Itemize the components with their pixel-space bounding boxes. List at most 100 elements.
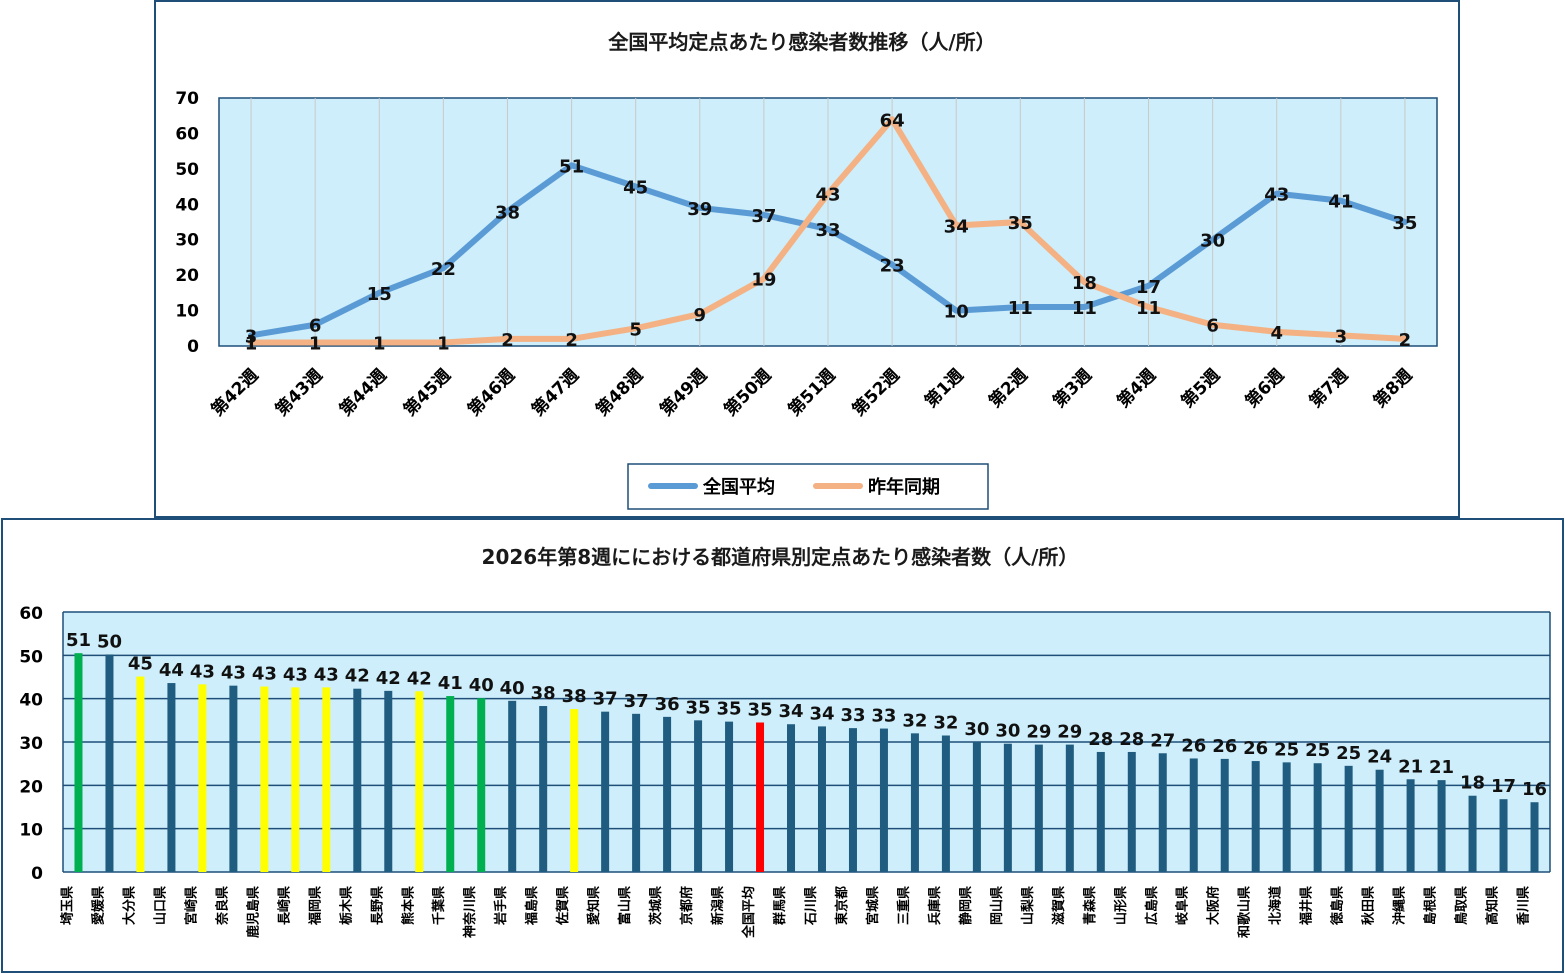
x-tick-label: 埼玉県 <box>59 886 75 925</box>
x-tick-label: 宮城県 <box>865 886 881 925</box>
data-label: 19 <box>751 270 776 291</box>
data-label: 35 <box>686 697 711 718</box>
bar <box>1313 763 1322 872</box>
data-label: 18 <box>1072 273 1097 294</box>
data-label: 35 <box>1392 213 1417 234</box>
y-tick-label: 10 <box>19 821 43 841</box>
bar <box>756 722 765 872</box>
x-tick-label: 第5週 <box>1177 365 1224 412</box>
prefecture-bar-chart: 2026年第8週ににおける都道府県別定点あたり感染者数（人/所） 0 10 20 30… <box>19 545 1551 939</box>
x-tick-label: 第44週 <box>335 365 391 421</box>
x-tick-label: 徳島県 <box>1330 886 1346 926</box>
legend-label: 全国平均 <box>702 476 775 498</box>
bar <box>167 683 176 872</box>
data-label: 33 <box>871 706 896 727</box>
data-label: 2 <box>1399 330 1412 351</box>
data-label: 41 <box>1328 192 1353 213</box>
legend: 全国平均 昨年同期 <box>627 463 989 510</box>
data-label: 1 <box>245 333 258 354</box>
data-label: 41 <box>438 673 463 694</box>
x-tick-label: 兵庫県 <box>927 886 943 925</box>
x-tick-label: 福岡県 <box>307 886 323 926</box>
data-label: 51 <box>559 156 584 177</box>
data-label: 50 <box>97 631 122 652</box>
x-tick-label: 第8週 <box>1369 365 1416 412</box>
bar <box>1468 795 1477 872</box>
data-label: 25 <box>1305 740 1330 761</box>
data-label: 17 <box>1136 277 1161 298</box>
bar <box>477 698 486 872</box>
x-tick-label: 愛媛県 <box>90 886 106 925</box>
x-tick-label: 奈良県 <box>214 886 230 926</box>
data-label: 26 <box>1243 738 1268 759</box>
trend-line-chart: 全国平均定点あたり感染者数推移（人/所） 0 10 20 30 40 50 60 70 第42週… <box>175 30 1438 510</box>
data-label: 10 <box>944 302 969 323</box>
data-label: 27 <box>1150 730 1175 751</box>
data-label: 16 <box>1522 779 1547 800</box>
bar <box>1406 779 1415 872</box>
data-label: 5 <box>629 319 642 340</box>
y-tick-label: 50 <box>19 647 43 667</box>
x-tick-label: 鳥取県 <box>1454 886 1470 925</box>
x-tick-label: 大阪府 <box>1206 886 1222 925</box>
prefecture-chart-title: 2026年第8週ににおける都道府県別定点あたり感染者数（人/所） <box>482 545 1079 569</box>
x-tick-label: 山梨県 <box>1020 886 1036 925</box>
x-tick-label: 新潟県 <box>710 886 726 925</box>
x-tick-label: 静岡県 <box>958 886 974 925</box>
bar <box>508 700 517 872</box>
data-label: 44 <box>159 660 184 681</box>
data-label: 43 <box>815 185 840 206</box>
bar <box>539 706 548 872</box>
data-label: 23 <box>880 256 905 277</box>
x-tick-label: 第4週 <box>1113 365 1160 412</box>
x-tick-label: 第51週 <box>784 365 840 421</box>
x-tick-label: 北海道 <box>1268 886 1284 925</box>
data-label: 39 <box>687 199 712 220</box>
bar <box>663 716 672 872</box>
y-tick-label: 60 <box>175 124 199 144</box>
x-tick-label: 第1週 <box>920 365 967 412</box>
x-tick-label: 長野県 <box>370 886 385 925</box>
bar <box>446 696 455 872</box>
bar <box>817 726 826 872</box>
bar <box>1127 751 1136 872</box>
y-tick-label: 10 <box>175 302 199 322</box>
data-label: 21 <box>1398 756 1423 777</box>
x-tick-label: 千葉県 <box>431 886 447 925</box>
data-label: 38 <box>531 683 556 704</box>
data-label: 33 <box>815 220 840 241</box>
bar <box>1499 799 1508 872</box>
data-label: 6 <box>1206 316 1219 337</box>
data-label: 40 <box>500 678 525 699</box>
data-label: 32 <box>902 710 927 731</box>
x-tick-label: 愛知県 <box>586 886 602 925</box>
x-tick-label: 福井県 <box>1299 886 1315 926</box>
bar <box>229 685 238 872</box>
y-tick-label: 30 <box>175 231 199 251</box>
legend-label: 昨年同期 <box>868 476 940 498</box>
x-tick-label: 第3週 <box>1049 365 1096 412</box>
y-tick-label: 70 <box>175 89 199 109</box>
data-label: 9 <box>694 305 707 326</box>
y-tick-label: 0 <box>187 337 199 357</box>
x-tick-label: 茨城県 <box>648 886 664 925</box>
data-label: 43 <box>1264 185 1289 206</box>
x-tick-label: 和歌山県 <box>1237 886 1253 938</box>
x-tick-label: 京都府 <box>679 886 695 925</box>
x-tick-label: 熊本県 <box>400 886 416 925</box>
x-tick-label: 石川県 <box>804 886 819 926</box>
x-tick-label: 群馬県 <box>772 886 788 925</box>
data-label: 37 <box>593 689 618 710</box>
x-tick-label: 岩手県 <box>493 886 509 926</box>
x-tick-label: 沖縄県 <box>1392 886 1408 925</box>
x-tick-label: 第50週 <box>720 365 776 421</box>
data-label: 11 <box>1136 298 1161 319</box>
data-label: 2 <box>565 330 578 351</box>
y-tick-label: 20 <box>19 777 43 797</box>
y-tick-label: 30 <box>19 734 43 754</box>
data-label: 40 <box>469 675 494 696</box>
data-label: 29 <box>1026 722 1051 743</box>
bar <box>879 728 888 872</box>
data-label: 29 <box>1057 722 1082 743</box>
data-label: 33 <box>840 705 865 726</box>
